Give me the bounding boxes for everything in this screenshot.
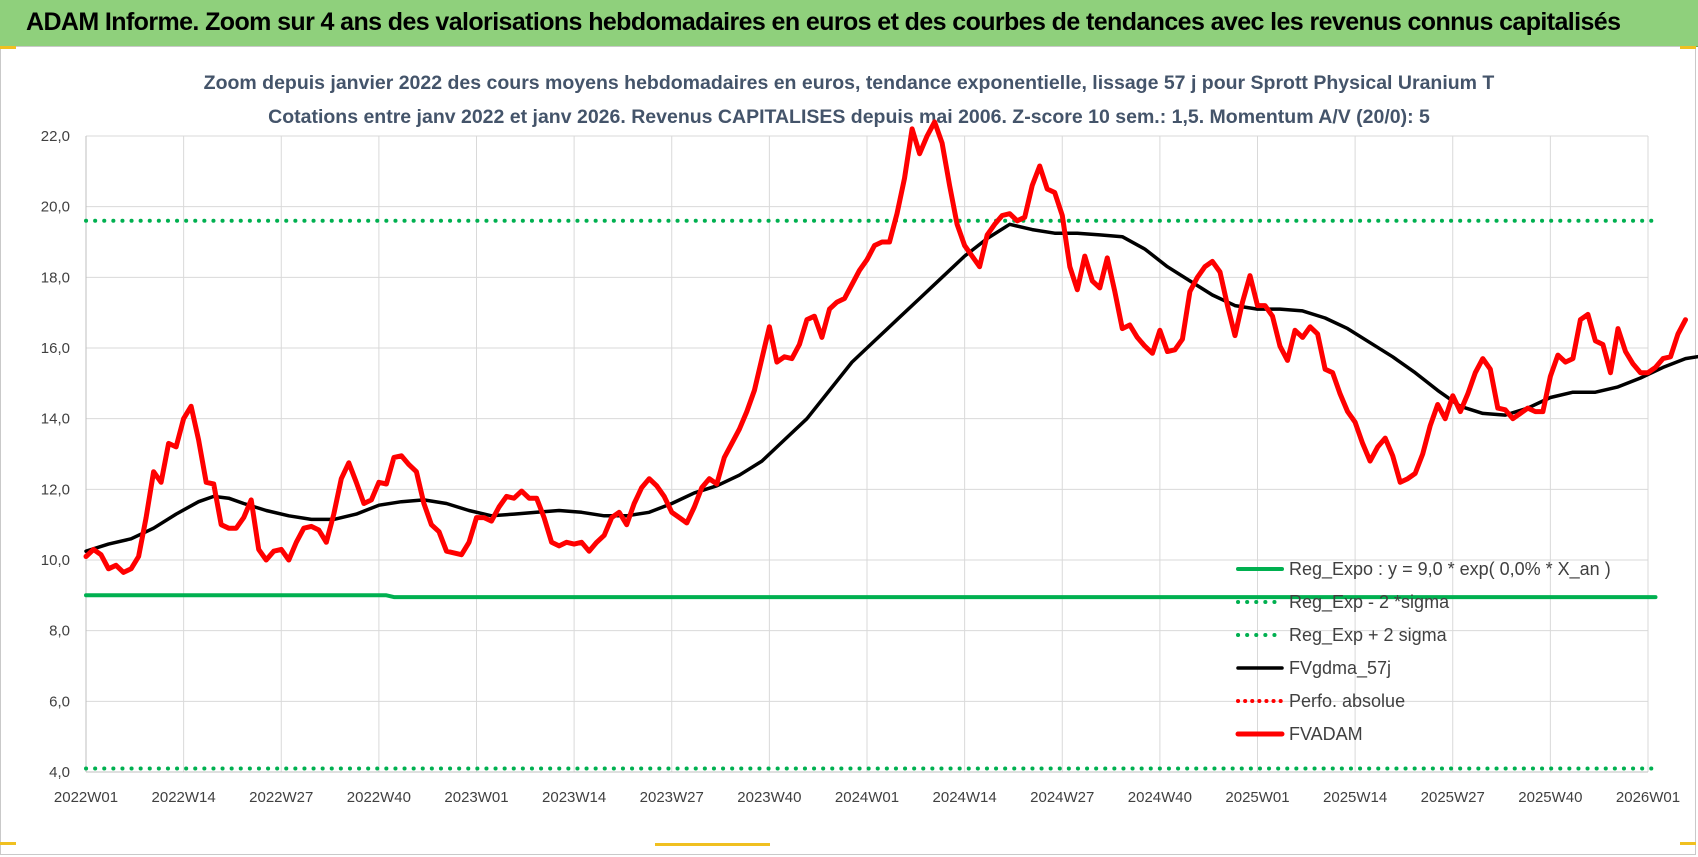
x-tick-label: 2025W01	[1225, 789, 1289, 806]
x-tick-label: 2022W40	[347, 789, 411, 806]
y-tick-label: 16,0	[41, 340, 70, 357]
report-title: ADAM Informe. Zoom sur 4 ans des valoris…	[26, 8, 1621, 36]
corner-mark	[0, 842, 16, 845]
x-tick-label: 2022W27	[249, 789, 313, 806]
y-tick-label: 14,0	[41, 411, 70, 428]
series-lines	[83, 119, 1698, 771]
x-tick-label: 2022W01	[54, 789, 118, 806]
series-fvgdma-57j	[84, 222, 1698, 553]
legend-label: Reg_Exp - 2 *sigma	[1289, 592, 1450, 613]
corner-mark	[655, 843, 770, 846]
x-tick-label: 2023W40	[737, 789, 801, 806]
corner-mark	[0, 46, 16, 49]
report-banner: ADAM Informe. Zoom sur 4 ans des valoris…	[0, 0, 1698, 47]
x-tick-label: 2024W27	[1030, 789, 1094, 806]
x-tick-label: 2024W01	[835, 789, 899, 806]
y-tick-label: 8,0	[49, 623, 70, 640]
chart-subtitle: Cotations entre janv 2022 et janv 2026. …	[268, 106, 1430, 128]
corner-mark	[1680, 46, 1696, 49]
legend-label: Reg_Expo : y = 9,0 * exp( 0,0% * X_an )	[1289, 559, 1611, 580]
series-fvadam	[83, 119, 1688, 575]
corner-mark	[1680, 842, 1696, 845]
legend-label: Reg_Exp + 2 sigma	[1289, 625, 1448, 646]
x-tick-label: 2023W01	[444, 789, 508, 806]
x-tick-label: 2026W01	[1616, 789, 1680, 806]
legend-label: FVgdma_57j	[1289, 658, 1391, 679]
y-tick-label: 4,0	[49, 764, 70, 781]
chart-frame	[0, 46, 1696, 855]
x-tick-label: 2022W14	[152, 789, 216, 806]
series-reg-expo	[84, 593, 1658, 600]
y-tick-label: 12,0	[41, 481, 70, 498]
y-tick-label: 22,0	[41, 128, 70, 145]
x-tick-label: 2024W14	[933, 789, 997, 806]
gridlines	[85, 135, 1649, 773]
x-tick-label: 2025W40	[1518, 789, 1582, 806]
y-tick-label: 18,0	[41, 269, 70, 286]
y-tick-label: 10,0	[41, 552, 70, 569]
legend-label: FVADAM	[1289, 724, 1363, 744]
x-tick-label: 2023W27	[640, 789, 704, 806]
x-tick-label: 2023W14	[542, 789, 606, 806]
x-tick-label: 2025W27	[1421, 789, 1485, 806]
legend: Reg_Expo : y = 9,0 * exp( 0,0% * X_an ) R…	[1235, 559, 1611, 744]
y-tick-label: 20,0	[41, 199, 70, 216]
legend-label: Perfo. absolue	[1289, 691, 1405, 711]
x-tick-label: 2024W40	[1128, 789, 1192, 806]
y-tick-label: 6,0	[49, 693, 70, 710]
x-tick-label: 2025W14	[1323, 789, 1387, 806]
axes: 4,0 6,0 8,0 10,0 12,0 14,0 16,0 18,0 20,0 22,0 202…	[41, 128, 1680, 806]
chart-title: Zoom depuis janvier 2022 des cours moyen…	[204, 72, 1495, 94]
